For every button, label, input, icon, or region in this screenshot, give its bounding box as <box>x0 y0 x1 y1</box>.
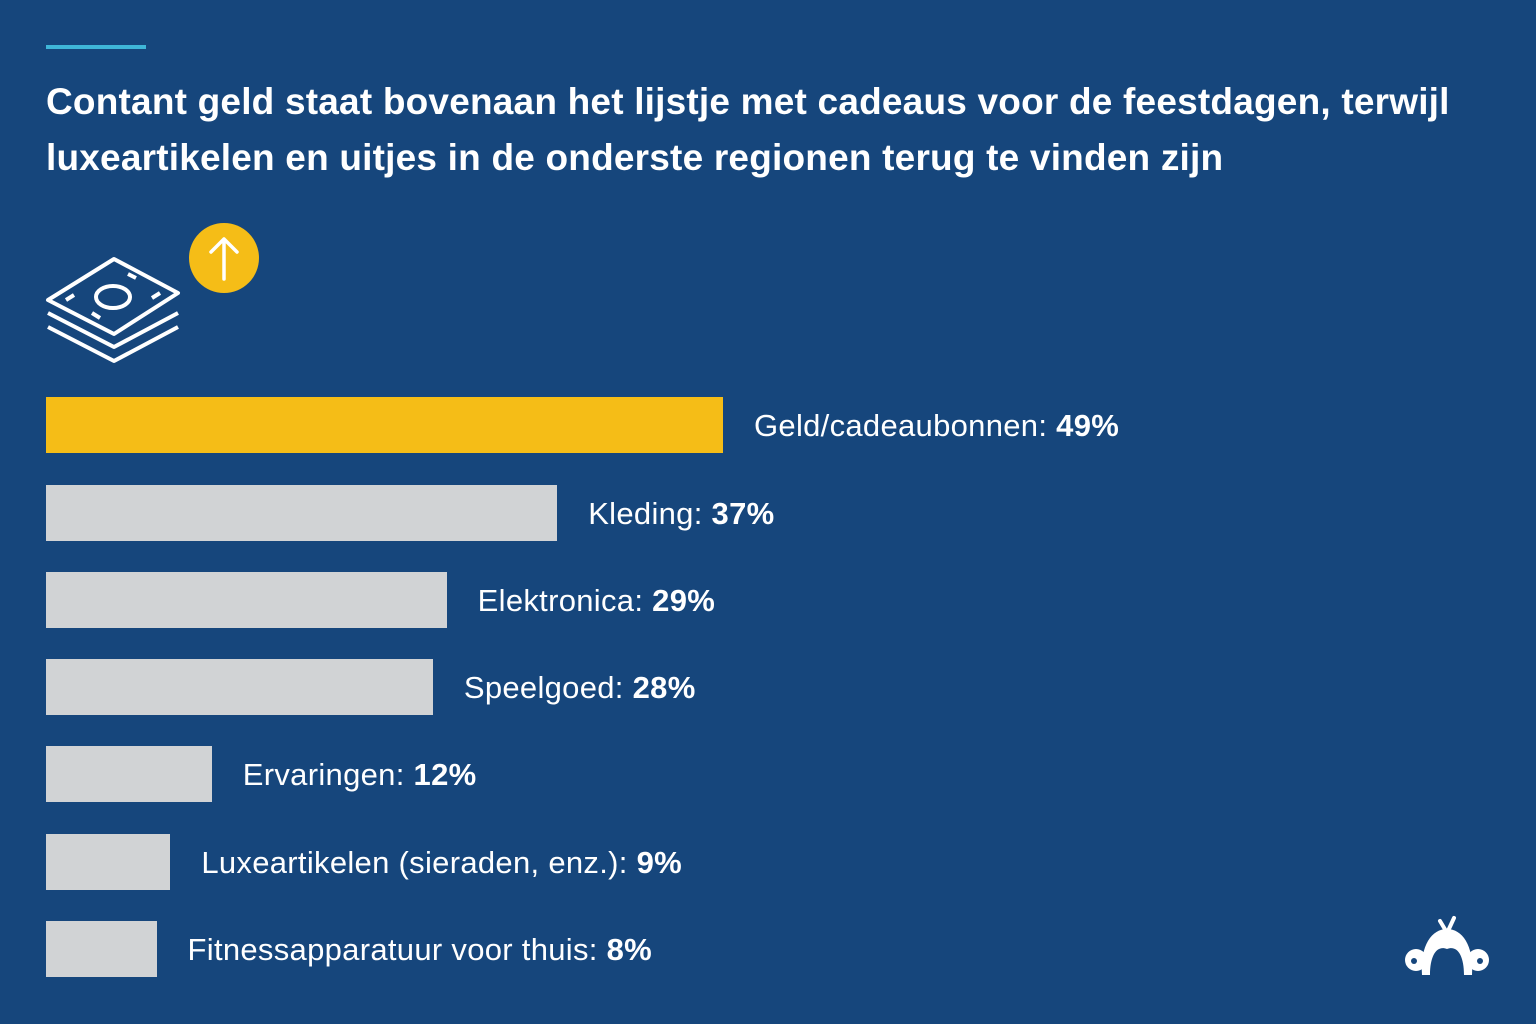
bar-6 <box>46 921 157 977</box>
arrow-up-circle-icon <box>189 223 259 293</box>
bar-label: Fitnessapparatuur voor thuis: 8% <box>187 932 653 967</box>
bar-5 <box>46 834 171 890</box>
bar-4 <box>46 746 212 802</box>
accent-line <box>46 45 146 49</box>
bar-label: Speelgoed: 28% <box>463 670 696 705</box>
bar-label: Luxeartikelen (sieraden, enz.): 9% <box>201 845 682 880</box>
bar-1 <box>46 485 558 541</box>
bar-2 <box>46 572 447 628</box>
bar-label: Ervaringen: 12% <box>242 757 477 792</box>
bar-label: Geld/cadeaubonnen: 49% <box>754 408 1120 443</box>
bar-0 <box>46 397 723 453</box>
bar-label: Elektronica: 29% <box>477 583 716 618</box>
bar-3 <box>46 659 433 715</box>
surveymonkey-logo-icon <box>1405 916 1489 975</box>
bar-label: Kleding: 37% <box>588 496 775 531</box>
chart-title: Contant geld staat bovenaan het lijstje … <box>46 81 1450 178</box>
money-stack-icon <box>46 257 180 363</box>
